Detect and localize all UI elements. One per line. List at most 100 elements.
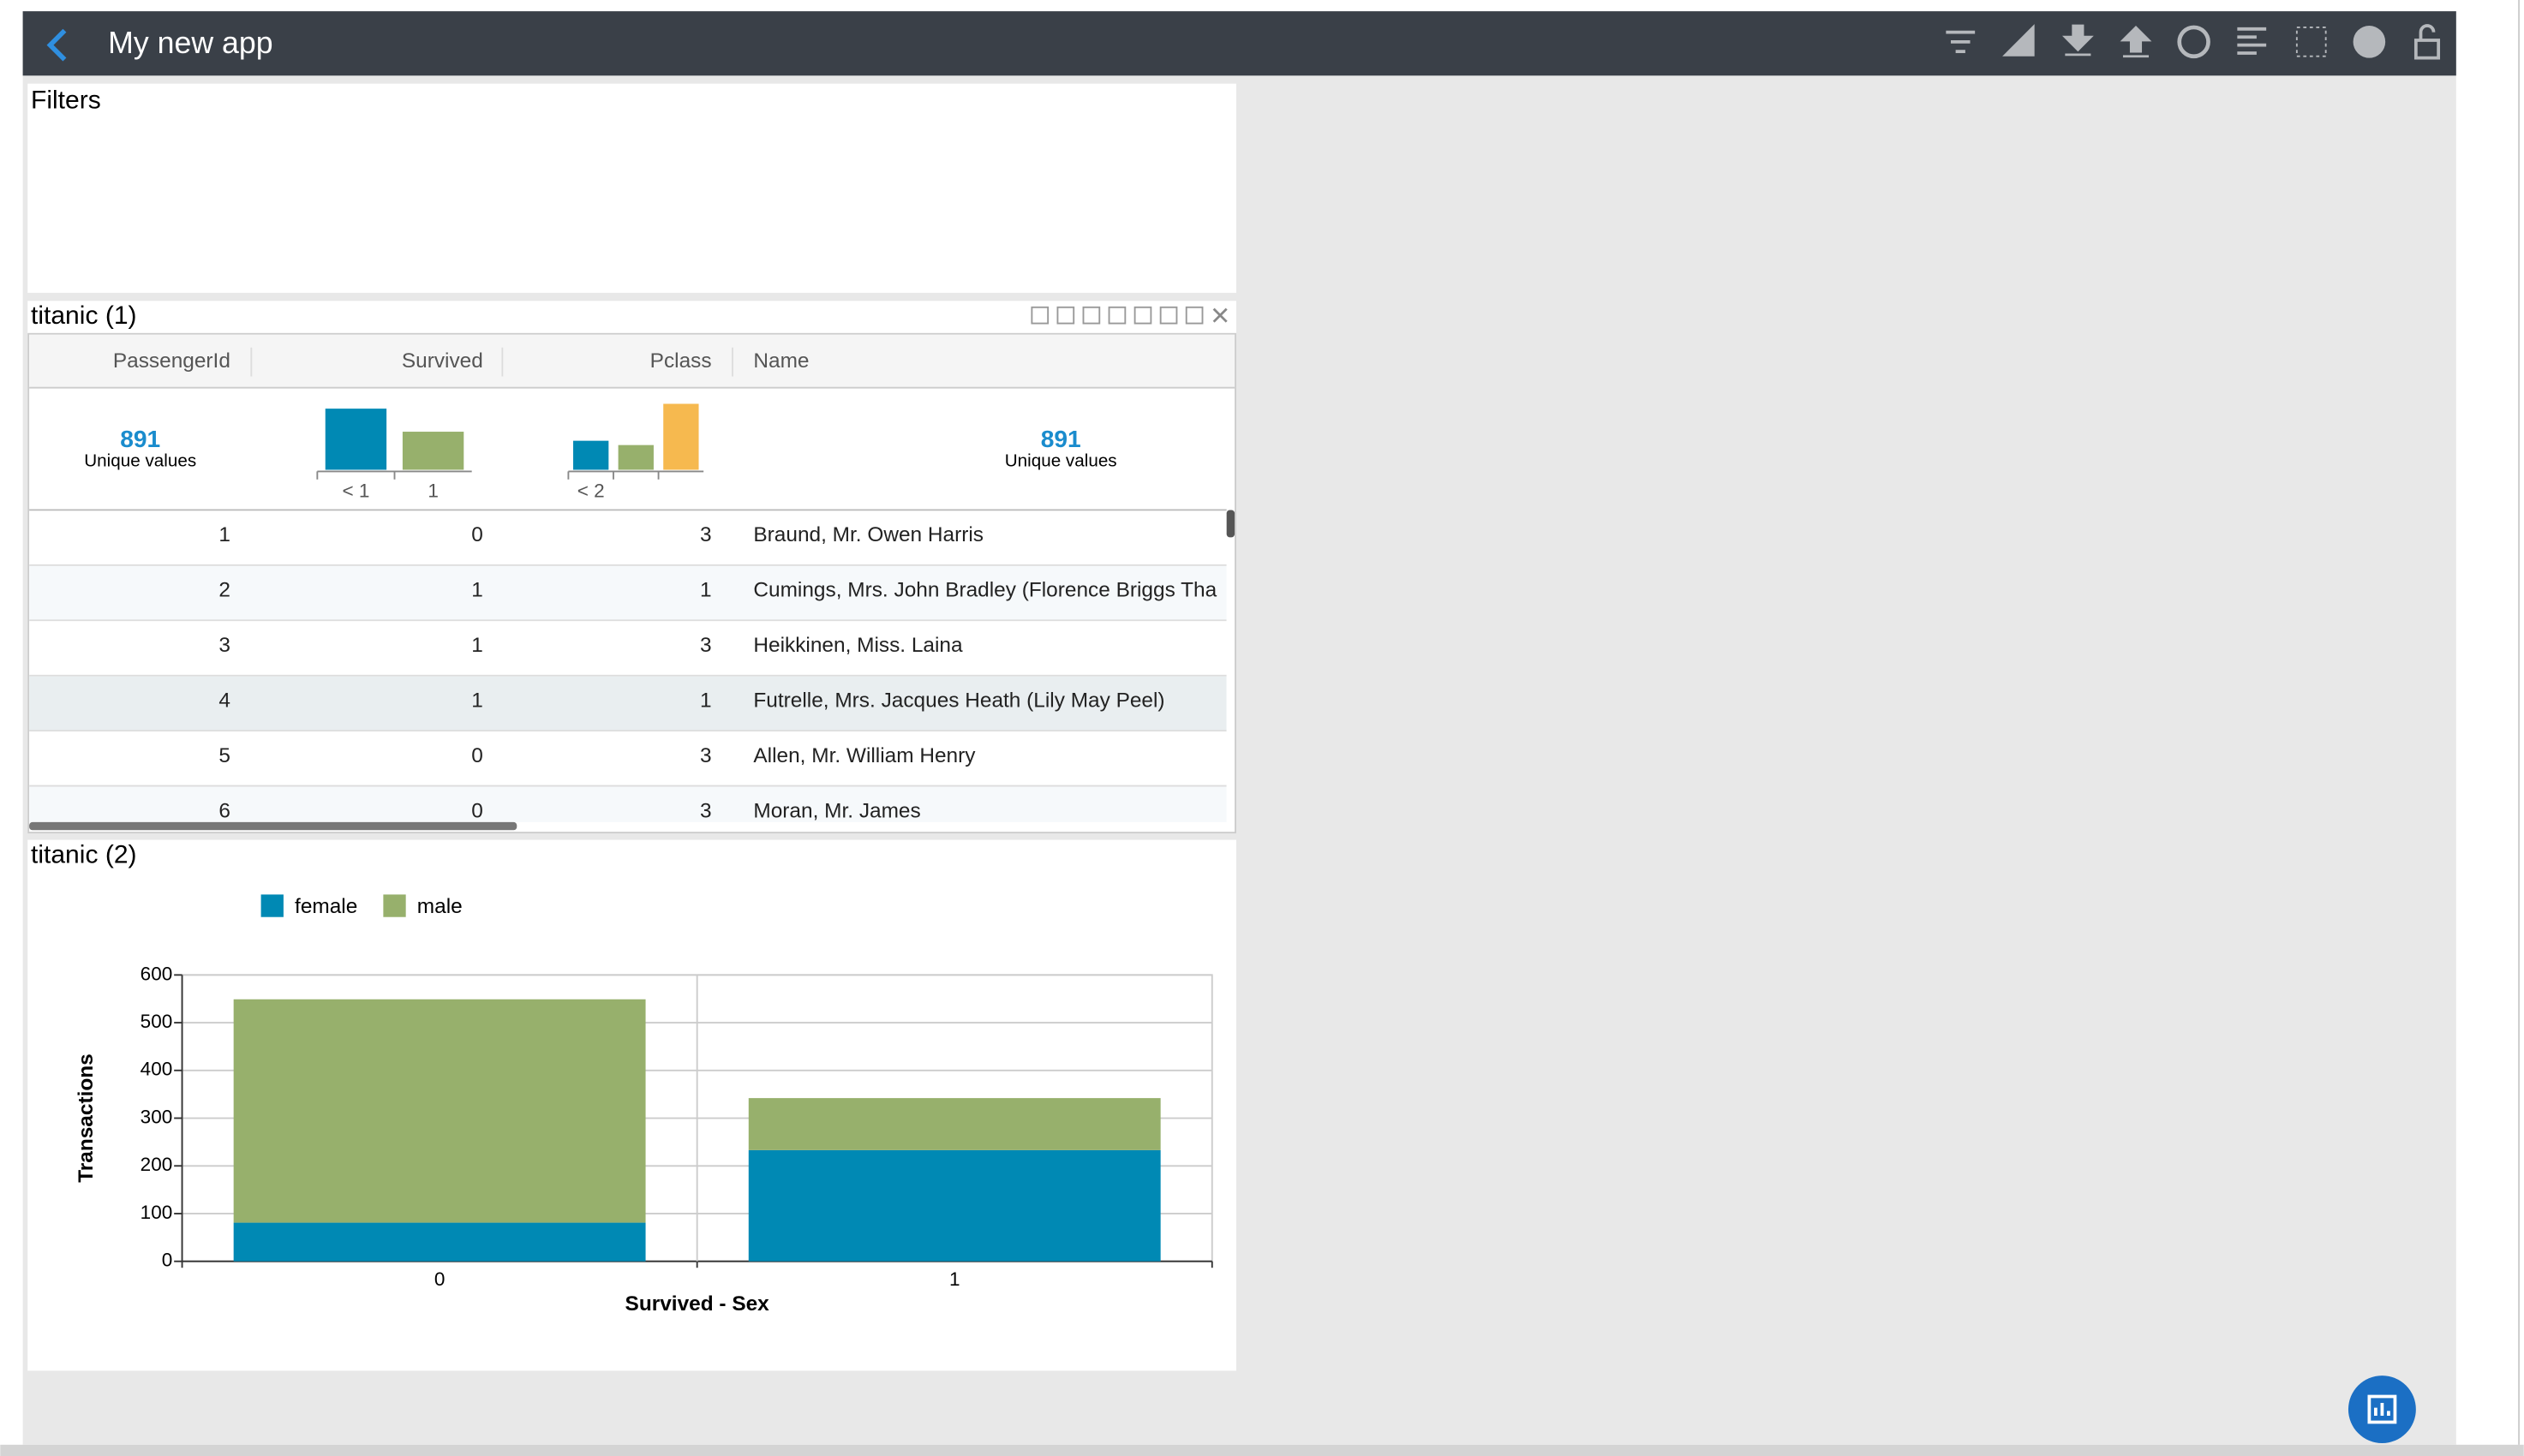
tool-icon[interactable]	[2120, 25, 2152, 58]
table-cell: Braund, Mr. Owen Harris	[753, 523, 984, 546]
icon-shape	[2061, 24, 2094, 57]
tool-icon[interactable]	[2177, 25, 2210, 59]
panel-tool[interactable]	[1108, 306, 1127, 325]
x-tick-label: 0	[434, 1268, 446, 1290]
hist-bar[interactable]	[618, 445, 654, 470]
table-cell: Heikkinen, Miss. Laina	[753, 634, 963, 657]
y-tick-label: 500	[141, 1011, 173, 1032]
y-tick-label: 400	[141, 1059, 173, 1080]
column-header[interactable]: Pclass	[650, 349, 712, 373]
hist-bar[interactable]	[663, 403, 699, 470]
bar-segment[interactable]	[233, 1222, 646, 1262]
legend-swatch[interactable]	[383, 894, 406, 917]
close-icon[interactable]	[1212, 307, 1228, 323]
table-cell: Cumings, Mrs. John Bradley (Florence Bri…	[753, 579, 1217, 602]
table-cell: 0	[471, 744, 483, 767]
table-cell: 3	[700, 799, 712, 822]
column-header[interactable]: PassengerId	[113, 349, 230, 373]
panel-title: titanic (1)	[31, 301, 137, 330]
table-cell: 1	[218, 523, 230, 546]
panel-tool[interactable]	[1056, 306, 1075, 325]
table-cell: 0	[471, 799, 483, 822]
column-header[interactable]: Name	[753, 349, 809, 373]
header-bar	[22, 11, 2456, 76]
y-tick-label: 100	[141, 1202, 173, 1223]
legend-label[interactable]: female	[295, 895, 357, 918]
table-header	[29, 334, 1235, 388]
icon-shape	[2353, 26, 2386, 58]
filters-panel	[27, 83, 1236, 293]
table-cell: 2	[218, 579, 230, 602]
table-cell: Allen, Mr. William Henry	[753, 744, 976, 767]
column-header[interactable]: Survived	[402, 349, 483, 373]
legend-label[interactable]: male	[417, 895, 463, 918]
summary-label: Unique values	[84, 451, 196, 471]
tool-icon[interactable]	[2295, 26, 2327, 57]
icon-shape	[2295, 26, 2327, 57]
hist-bar[interactable]	[573, 440, 609, 470]
chart: 0 100 200 300 400 500 600 0 1 Survived - Sex Trans…	[75, 894, 1213, 1316]
tool-icon[interactable]	[1946, 30, 1976, 53]
panel-toolbar	[1031, 306, 1228, 325]
table-row[interactable]	[29, 676, 1227, 731]
fab-icon	[2367, 1394, 2397, 1424]
panel-title: Filters	[31, 86, 101, 114]
icon-shape	[1946, 30, 1976, 53]
table-cell: 1	[700, 579, 712, 602]
bottom-bar	[0, 1444, 2524, 1456]
icon-shape	[2177, 25, 2210, 59]
summary-count: 891	[1041, 425, 1081, 452]
icon-shape	[2002, 24, 2035, 57]
panel-tool[interactable]	[1082, 306, 1101, 325]
panel-title: titanic (2)	[31, 840, 137, 868]
y-tick-label: 200	[141, 1154, 173, 1175]
table-row[interactable]	[29, 565, 1227, 621]
app-title: My new app	[108, 26, 272, 60]
table-body: 1 0 3 Braund, Mr. Owen Harris 2 1 1 Cumings, Mr…	[29, 510, 1227, 841]
hist-label: < 1	[342, 480, 369, 502]
hist-bar[interactable]	[402, 432, 464, 470]
x-axis-label: Survived - Sex	[625, 1292, 770, 1316]
table-cell: 5	[218, 744, 230, 767]
bar-segment[interactable]	[748, 1149, 1161, 1262]
panel-tool[interactable]	[1159, 306, 1178, 325]
hist-label: 1	[428, 480, 439, 502]
back-button[interactable]	[46, 28, 67, 62]
hist-bar[interactable]	[325, 409, 387, 470]
tool-icon[interactable]	[2061, 24, 2094, 57]
table-row[interactable]	[29, 510, 1227, 565]
table-cell: 3	[218, 634, 230, 657]
y-axis-label: Transactions	[75, 1053, 98, 1183]
summary-label: Unique values	[1005, 451, 1117, 471]
tool-icon[interactable]	[2002, 24, 2035, 57]
x-tick-label: 1	[949, 1268, 960, 1290]
table-cell: 0	[471, 523, 483, 546]
bar-segment[interactable]	[233, 999, 646, 1223]
h-scroll-thumb[interactable]	[29, 821, 517, 831]
tool-icon[interactable]	[2413, 24, 2441, 60]
toolbar	[1946, 24, 2441, 60]
table-cell: 6	[218, 799, 230, 822]
panel-tool[interactable]	[1031, 306, 1050, 325]
table-row[interactable]	[29, 731, 1227, 786]
icon-shape	[2413, 24, 2441, 60]
table-row[interactable]	[29, 621, 1227, 676]
table-cell: 3	[700, 523, 712, 546]
v-scroll-thumb[interactable]	[1226, 510, 1235, 538]
y-tick-label: 600	[141, 963, 173, 984]
table-frame	[27, 332, 1236, 834]
legend-swatch[interactable]	[260, 894, 284, 917]
table-row[interactable]	[29, 786, 1227, 841]
panel-tool[interactable]	[1133, 306, 1152, 325]
bar-segment[interactable]	[748, 1098, 1161, 1150]
panel-tool[interactable]	[1185, 306, 1204, 325]
icon-shape	[2237, 27, 2267, 55]
table-cell: 3	[700, 744, 712, 767]
tool-icon[interactable]	[2353, 26, 2386, 58]
table-cell: 4	[218, 689, 230, 713]
tool-icon[interactable]	[2237, 27, 2267, 55]
table-cell: Futrelle, Mrs. Jacques Heath (Lily May P…	[753, 689, 1164, 713]
table-cell: Moran, Mr. James	[753, 799, 920, 822]
